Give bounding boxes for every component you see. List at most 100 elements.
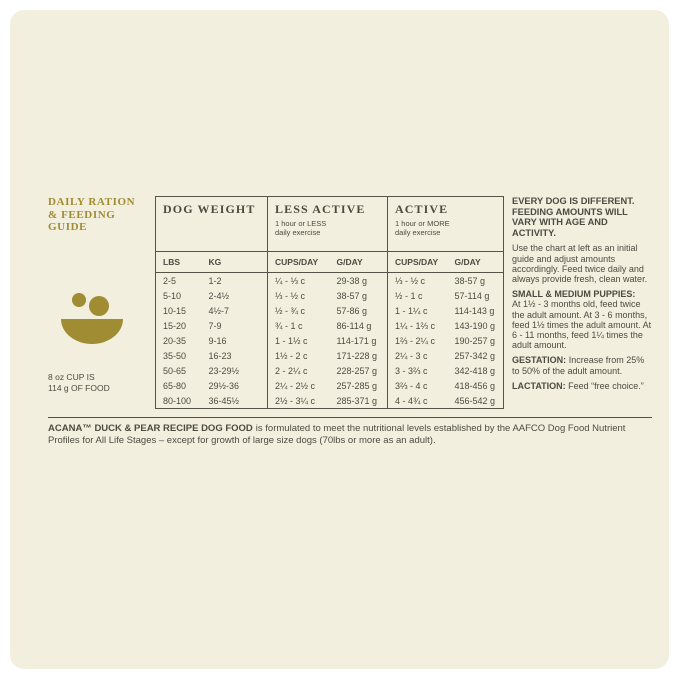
table-cell: 342-418 g — [454, 365, 496, 376]
col-lbs: LBS — [155, 251, 202, 273]
gestation-paragraph: GESTATION: Increase from 25% to 50% of t… — [512, 355, 652, 375]
col-g-active: G/DAY — [447, 251, 504, 273]
table-cell: ½ - 1 c — [387, 288, 448, 303]
info-intro: Use the chart at left as an initial guid… — [512, 243, 648, 284]
table-cell: 2¼ - 2½ c — [267, 378, 330, 393]
group-less-active: LESS ACTIVE 1 hour or LESS daily exercis… — [266, 196, 388, 252]
table-cell: 36-45½ — [208, 395, 240, 406]
table-cell: 65-80 — [163, 380, 187, 391]
table-cell: 2 - 2¼ c — [267, 363, 330, 378]
table-cell: 5-10 — [163, 290, 182, 301]
table-cell: 2-4½ — [208, 290, 230, 301]
table-row: 2-5 1-2 ¼ - ⅓ c 29-38 g ⅓ - ½ c 38-57 g — [156, 272, 504, 288]
table-row: 50-65 23-29½ 2 - 2¼ c 228-257 g 3 - 3⅔ c 342-… — [156, 363, 504, 378]
table-cell: 2-5 — [163, 275, 177, 286]
guide-title: DAILY RATION & FEEDING GUIDE — [48, 196, 136, 233]
content-row: DAILY RATION & FEEDING GUIDE 8 oz CUP IS… — [48, 196, 652, 409]
table-row: 35-50 16-23 1½ - 2 c 171-228 g 2¼ - 3 c 257-3… — [156, 348, 504, 363]
info-column: EVERY DOG IS DIFFERENT. FEEDING AMOUNTS … — [512, 196, 652, 396]
table-cell: 171-228 g — [336, 350, 378, 361]
table-cell: 1 - 1½ c — [267, 333, 330, 348]
gestation-label: GESTATION: — [512, 355, 567, 366]
footnote-product-name: ACANA™ DUCK & PEAR RECIPE DOG FOOD — [48, 423, 253, 434]
table-cell: 3⅔ - 4 c — [387, 378, 448, 393]
table-cell: 418-456 g — [454, 380, 496, 391]
table-row: 80-100 36-45½ 2½ - 3¼ c 285-371 g 4 - 4¾ c 45… — [156, 393, 504, 409]
lactation-text: Feed “free choice.” — [568, 380, 644, 391]
table-cell: 190-257 g — [454, 335, 496, 346]
table-cell: ⅓ - ½ c — [387, 272, 448, 288]
table-cell: 456-542 g — [454, 395, 496, 406]
table-cell: 1 - 1¼ c — [387, 303, 448, 318]
table-cell: 57-114 g — [454, 290, 490, 301]
dog-bowl-icon — [60, 290, 124, 346]
gestation-text: Increase from 25% to 50% of the adult am… — [512, 355, 645, 376]
table-cell: 29½-36 — [208, 380, 240, 391]
col-g-less: G/DAY — [329, 251, 388, 273]
table-cell: 15-20 — [163, 320, 187, 331]
puppies-label: SMALL & MEDIUM PUPPIES: — [512, 289, 636, 300]
table-cell: 2½ - 3¼ c — [267, 393, 330, 409]
table-cell: 57-86 g — [336, 305, 368, 316]
group-active-sub: 1 hour or MORE daily exercise — [395, 219, 450, 237]
table-cell: 80-100 — [163, 395, 192, 406]
column-header-row: LBS KG CUPS/DAY G/DAY CUPS/DAY G/DAY — [155, 251, 504, 273]
table-cell: 38-57 g — [336, 290, 368, 301]
feeding-guide-card: DAILY RATION & FEEDING GUIDE 8 oz CUP IS… — [10, 10, 669, 669]
table-cell: 3 - 3⅔ c — [387, 363, 448, 378]
group-dog-weight: DOG WEIGHT — [155, 196, 268, 252]
table-cell: ⅓ - ½ c — [267, 288, 330, 303]
group-active-label: ACTIVE — [395, 202, 449, 216]
table-cell: ½ - ¾ c — [267, 303, 330, 318]
table-cell: 1-2 — [208, 275, 222, 286]
lactation-label: LACTATION: — [512, 380, 566, 391]
group-less-active-label: LESS ACTIVE — [275, 202, 366, 216]
col-cups-less: CUPS/DAY — [267, 251, 330, 273]
feeding-table-wrap: DOG WEIGHT LESS ACTIVE 1 hour or LESS da… — [155, 196, 505, 409]
table-row: 5-10 2-4½ ⅓ - ½ c 38-57 g ½ - 1 c 57-114 g — [156, 288, 504, 303]
table-cell: 4½-7 — [208, 305, 230, 316]
puppies-text: At 1½ - 3 months old, feed twice the adu… — [512, 299, 652, 351]
table-cell: 38-57 g — [454, 275, 486, 286]
table-cell: 20-35 — [163, 335, 187, 346]
table-cell: 50-65 — [163, 365, 187, 376]
info-heading: EVERY DOG IS DIFFERENT. FEEDING AMOUNTS … — [512, 196, 635, 238]
table-cell: 7-9 — [208, 320, 222, 331]
group-active: ACTIVE 1 hour or MORE daily exercise — [387, 196, 504, 252]
table-cell: 86-114 g — [336, 320, 372, 331]
col-cups-active: CUPS/DAY — [387, 251, 448, 273]
table-cell: 257-285 g — [336, 380, 378, 391]
table-cell: 23-29½ — [208, 365, 240, 376]
table-cell: 285-371 g — [336, 395, 378, 406]
table-cell: 29-38 g — [336, 275, 368, 286]
feeding-table: DOG WEIGHT LESS ACTIVE 1 hour or LESS da… — [155, 196, 505, 409]
footnote-text: is formulated to meet the nutritional le… — [48, 423, 626, 446]
group-less-active-sub: 1 hour or LESS daily exercise — [275, 219, 327, 237]
group-header-row: DOG WEIGHT LESS ACTIVE 1 hour or LESS da… — [155, 196, 504, 252]
group-dog-weight-label: DOG WEIGHT — [163, 202, 256, 216]
table-row: 20-35 9-16 1 - 1½ c 114-171 g 1⅔ - 2¼ c 190-2… — [156, 333, 504, 348]
aafco-footnote: ACANA™ DUCK & PEAR RECIPE DOG FOOD is for… — [48, 417, 652, 446]
table-cell: 114-171 g — [336, 335, 377, 346]
table-cell: 4 - 4¾ c — [387, 393, 448, 409]
table-cell: 9-16 — [208, 335, 227, 346]
table-cell: 228-257 g — [336, 365, 378, 376]
table-row: 15-20 7-9 ¾ - 1 c 86-114 g 1¼ - 1⅔ c 143-190 … — [156, 318, 504, 333]
sidebar: DAILY RATION & FEEDING GUIDE 8 oz CUP IS… — [48, 196, 150, 394]
table-cell: 1¼ - 1⅔ c — [387, 318, 448, 333]
table-cell: 16-23 — [208, 350, 232, 361]
table-cell: 114-143 g — [454, 305, 495, 316]
puppies-paragraph: SMALL & MEDIUM PUPPIES: At 1½ - 3 months… — [512, 289, 652, 350]
col-kg: KG — [201, 251, 268, 273]
table-cell: 35-50 — [163, 350, 187, 361]
table-cell: 257-342 g — [454, 350, 496, 361]
table-cell: 1⅔ - 2¼ c — [387, 333, 448, 348]
table-cell: 2¼ - 3 c — [387, 348, 448, 363]
table-cell: 143-190 g — [454, 320, 496, 331]
table-cell: 1½ - 2 c — [267, 348, 330, 363]
lactation-paragraph: LACTATION: Feed “free choice.” — [512, 381, 652, 391]
table-row: 10-15 4½-7 ½ - ¾ c 57-86 g 1 - 1¼ c 114-143 g — [156, 303, 504, 318]
table-cell: ¾ - 1 c — [267, 318, 330, 333]
table-cell: ¼ - ⅓ c — [267, 272, 330, 288]
table-cell: 10-15 — [163, 305, 187, 316]
